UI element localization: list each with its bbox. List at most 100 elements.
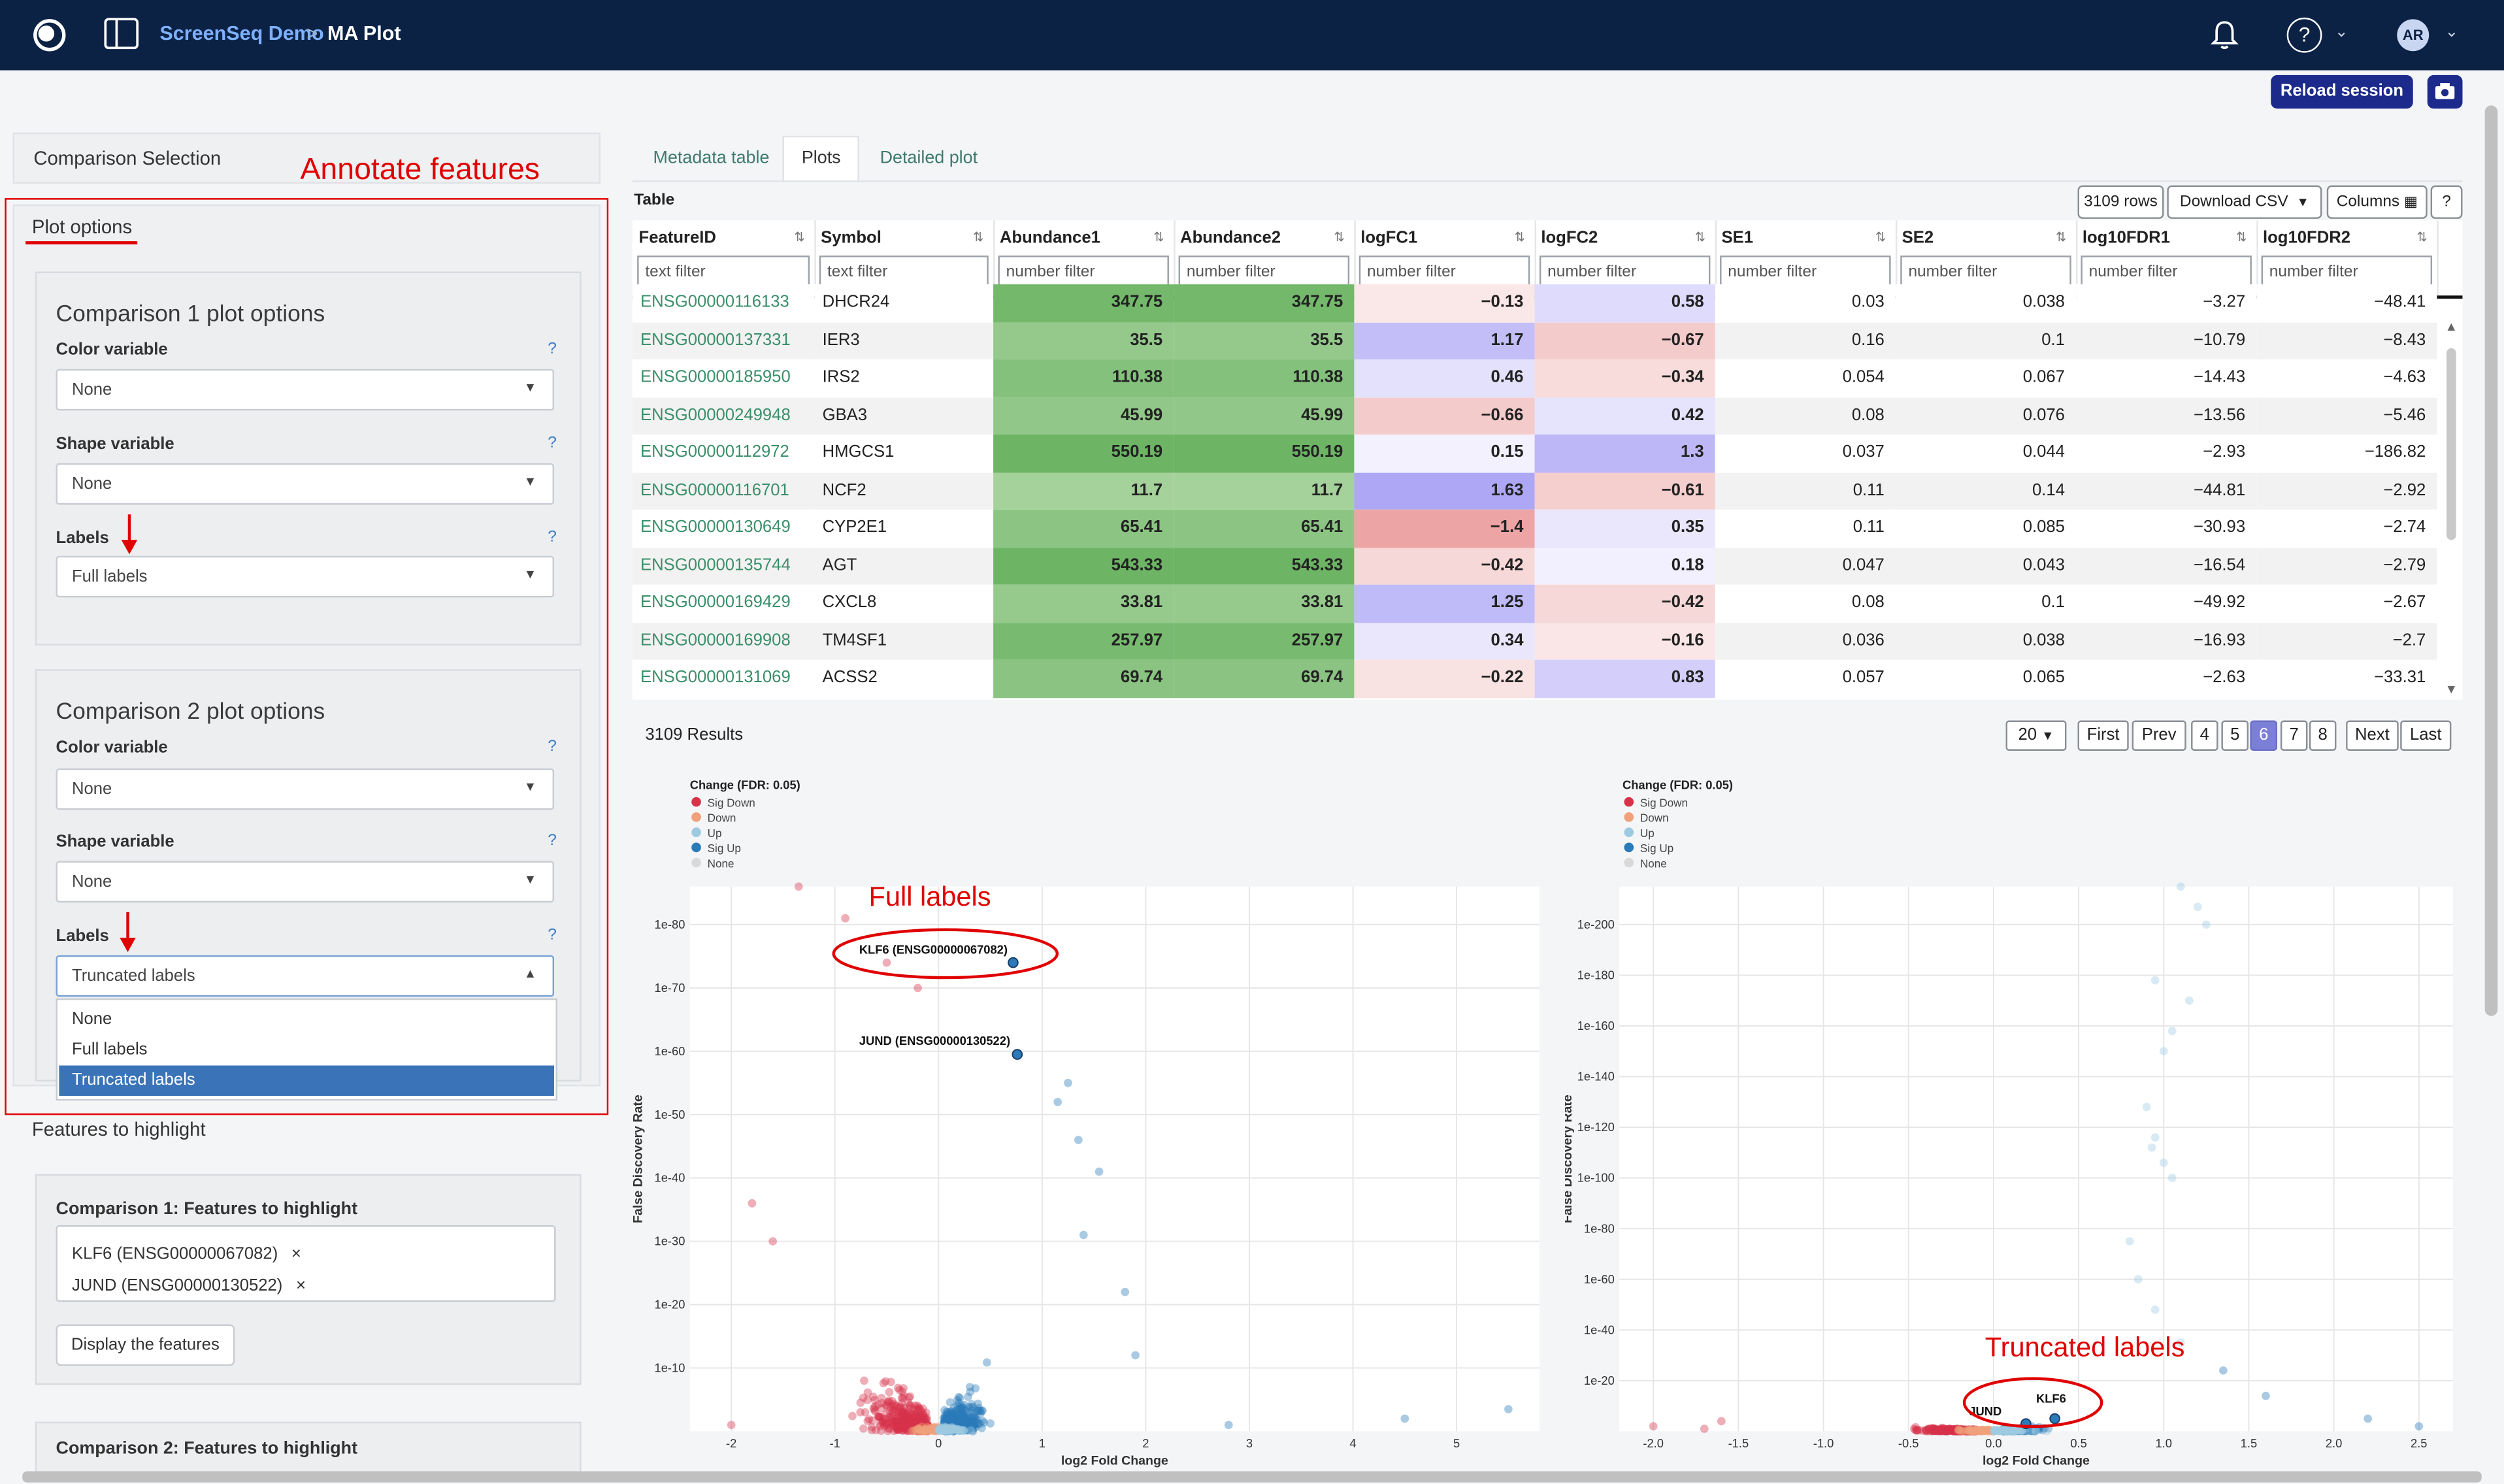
data-point[interactable] — [949, 1426, 958, 1436]
data-point[interactable] — [2027, 1426, 2035, 1436]
data-point[interactable] — [916, 1425, 925, 1434]
data-point[interactable] — [1941, 1426, 1950, 1436]
data-point[interactable] — [1947, 1425, 1955, 1434]
data-point[interactable] — [1959, 1426, 1968, 1436]
data-point[interactable] — [958, 1425, 966, 1434]
data-point[interactable] — [2004, 1426, 2013, 1435]
data-point[interactable] — [946, 1415, 954, 1423]
data-point[interactable] — [888, 1397, 897, 1406]
data-point[interactable] — [2013, 1426, 2022, 1434]
data-point[interactable] — [1946, 1426, 1955, 1435]
data-point[interactable] — [2000, 1425, 2009, 1434]
data-point[interactable] — [877, 1426, 885, 1435]
data-point[interactable] — [1979, 1426, 1988, 1435]
table-cell[interactable]: 69.74 — [1174, 659, 1355, 698]
page-button-next[interactable]: Next — [2346, 720, 2399, 751]
data-point[interactable] — [971, 1384, 980, 1393]
data-point[interactable] — [918, 1423, 927, 1431]
data-point[interactable] — [1951, 1426, 1959, 1435]
data-point[interactable] — [948, 1410, 957, 1419]
table-cell[interactable]: 0.1 — [1895, 584, 2077, 623]
data-point[interactable] — [941, 1426, 950, 1436]
data-point[interactable] — [940, 1426, 949, 1436]
data-point[interactable] — [921, 1421, 931, 1430]
data-point[interactable] — [942, 1426, 951, 1435]
data-point[interactable] — [2006, 1425, 2015, 1434]
data-point[interactable] — [2125, 1237, 2134, 1245]
data-point[interactable] — [1965, 1425, 1973, 1434]
data-point[interactable] — [899, 1407, 908, 1416]
data-point[interactable] — [1074, 1136, 1083, 1144]
data-point[interactable] — [1971, 1426, 1980, 1436]
table-cell[interactable]: 0.83 — [1534, 659, 1715, 698]
data-point[interactable] — [964, 1419, 973, 1428]
tab-plots[interactable]: Plots — [801, 148, 841, 168]
data-point[interactable] — [961, 1425, 970, 1434]
data-point[interactable] — [1968, 1426, 1977, 1436]
data-point[interactable] — [968, 1402, 978, 1411]
data-point[interactable] — [902, 1413, 911, 1422]
data-point[interactable] — [930, 1424, 939, 1433]
data-point[interactable] — [2003, 1426, 2013, 1435]
data-point[interactable] — [964, 1422, 974, 1431]
data-point[interactable] — [949, 1426, 957, 1435]
data-point[interactable] — [1966, 1426, 1975, 1435]
data-point[interactable] — [959, 1418, 968, 1427]
data-point[interactable] — [1998, 1425, 2007, 1434]
data-point[interactable] — [1931, 1426, 1939, 1436]
data-point[interactable] — [897, 1406, 906, 1415]
data-point[interactable] — [1952, 1425, 1962, 1434]
data-point[interactable] — [863, 1388, 872, 1397]
legend-item-label[interactable]: Sig Down — [708, 797, 755, 810]
help-menu-icon[interactable]: ? — [2286, 17, 2322, 53]
data-point[interactable] — [910, 1420, 919, 1428]
data-point[interactable] — [1998, 1426, 2007, 1434]
data-point[interactable] — [949, 1411, 958, 1421]
data-point[interactable] — [1969, 1426, 1978, 1436]
data-point[interactable] — [915, 1411, 924, 1420]
data-point[interactable] — [949, 1410, 958, 1419]
data-point[interactable] — [897, 1413, 906, 1422]
data-point[interactable] — [917, 1424, 927, 1433]
data-point[interactable] — [1972, 1425, 1981, 1434]
data-point[interactable] — [916, 1414, 925, 1423]
page-button-5[interactable]: 5 — [2221, 720, 2249, 751]
data-point[interactable] — [947, 1419, 956, 1428]
data-point[interactable] — [904, 1418, 913, 1426]
data-point[interactable] — [1937, 1426, 1946, 1436]
data-point[interactable] — [2011, 1426, 2020, 1435]
data-point[interactable] — [1960, 1426, 1969, 1435]
sort-icon[interactable]: ⇅ — [2056, 230, 2067, 245]
data-point[interactable] — [897, 1417, 906, 1426]
data-point[interactable] — [1930, 1426, 1939, 1436]
data-point[interactable] — [886, 1402, 895, 1411]
data-point[interactable] — [912, 1415, 921, 1424]
data-point[interactable] — [2016, 1426, 2024, 1436]
data-point[interactable] — [1964, 1425, 1972, 1434]
data-point[interactable] — [1966, 1426, 1975, 1435]
data-point[interactable] — [905, 1417, 914, 1426]
data-point[interactable] — [1962, 1426, 1971, 1435]
table-cell[interactable]: 45.99 — [1174, 397, 1355, 435]
legend-item-label[interactable]: None — [1640, 857, 1667, 870]
data-point[interactable] — [941, 1417, 949, 1426]
table-cell[interactable]: 0.054 — [1715, 359, 1896, 397]
data-point[interactable] — [941, 1411, 949, 1420]
data-point[interactable] — [2013, 1426, 2022, 1435]
data-point[interactable] — [1940, 1426, 1949, 1435]
data-point[interactable] — [1967, 1426, 1976, 1435]
data-point[interactable] — [1928, 1424, 1937, 1432]
data-point[interactable] — [2031, 1426, 2039, 1435]
data-point[interactable] — [907, 1426, 916, 1436]
data-point[interactable] — [891, 1416, 900, 1425]
data-point[interactable] — [1924, 1426, 1934, 1436]
highlighted-feature-point[interactable] — [1012, 1049, 1023, 1060]
sort-icon[interactable]: ⇅ — [973, 230, 984, 245]
data-point[interactable] — [1947, 1426, 1956, 1435]
data-point[interactable] — [968, 1413, 977, 1422]
data-point[interactable] — [2013, 1426, 2022, 1435]
data-point[interactable] — [1964, 1426, 1973, 1435]
data-point[interactable] — [911, 1412, 920, 1421]
data-point[interactable] — [920, 1426, 929, 1435]
data-point[interactable] — [914, 1406, 922, 1415]
